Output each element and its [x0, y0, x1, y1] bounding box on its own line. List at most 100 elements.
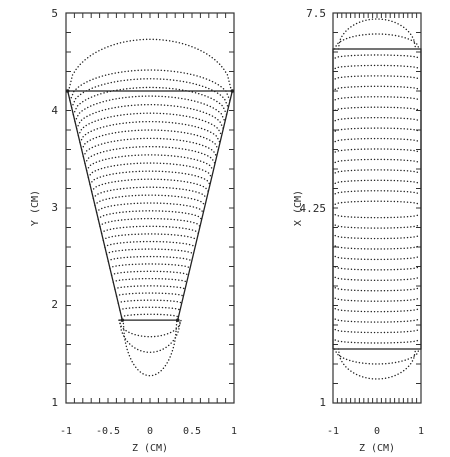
left-ylabel: Y (CM) [30, 190, 41, 226]
right-contour-line [334, 137, 420, 143]
right-xlabel: Z (CM) [359, 443, 395, 454]
right-contour-line [334, 234, 420, 240]
left-contour-line [112, 277, 188, 283]
right-contour-line [334, 213, 420, 219]
right-ticks [332, 12, 422, 404]
right-contour-line [334, 224, 420, 229]
right-contour-line [334, 106, 420, 111]
left-contour-line [75, 103, 225, 130]
left-contour-line [99, 217, 201, 228]
left-contour-line [115, 292, 185, 297]
right-contour-line [334, 148, 420, 153]
left-contour-line [119, 306, 181, 311]
left-lower-lobe [118, 319, 182, 338]
left-xtick-05: 0.5 [183, 426, 201, 437]
right-rect-outline [332, 48, 422, 350]
right-bottom-arc [334, 348, 420, 365]
left-contour-line [110, 270, 190, 277]
right-contour-line [334, 96, 420, 101]
left-trapezoid-outline [66, 90, 234, 321]
left-contour-line [69, 69, 231, 102]
left-outline-vertex [65, 89, 70, 93]
left-contour-line [120, 313, 180, 318]
left-contour-line [105, 248, 195, 256]
left-xtick-neg05: -0.5 [96, 426, 120, 437]
left-contour-line [102, 233, 198, 242]
left-lower-lobe [122, 319, 178, 377]
right-contour-line [334, 127, 420, 132]
left-contour-line [89, 170, 211, 186]
left-xlabel: Z (CM) [132, 443, 168, 454]
left-contour-line [87, 162, 213, 179]
right-contour-line [334, 307, 420, 313]
left-contour-line [107, 255, 193, 263]
right-top-arc [337, 18, 417, 50]
left-contour-line [95, 202, 205, 214]
left-contour-line [70, 78, 230, 109]
left-contour-line [77, 112, 223, 137]
right-contour-line [334, 64, 420, 70]
left-outer-arc [67, 38, 233, 92]
left-contour-line [74, 95, 226, 123]
right-contour-line [334, 54, 420, 59]
right-ytick-1: 1 [319, 396, 326, 409]
right-contour-line [334, 318, 420, 323]
right-xtick-0: 0 [374, 426, 380, 437]
left-contour-line [79, 120, 221, 144]
right-contour-line [334, 200, 420, 205]
left-contour-line [97, 210, 203, 221]
right-contour-line [334, 190, 420, 195]
right-contours [334, 18, 420, 380]
left-lower-lobe [119, 319, 181, 354]
left-ytick-2: 2 [51, 298, 58, 311]
left-outline-vertex [230, 89, 235, 93]
left-contour-line [117, 299, 183, 304]
right-contour-line [334, 287, 420, 292]
right-contour-line [334, 75, 420, 80]
right-contour-line [334, 116, 420, 122]
right-top-arc [334, 33, 420, 50]
right-plot-frame [332, 12, 422, 404]
left-contour-line [90, 178, 210, 193]
right-contour-line [334, 85, 420, 91]
left-contour-line [92, 186, 208, 200]
left-contour-line [104, 240, 196, 249]
left-contour-line [84, 145, 216, 165]
right-ytick-75: 7.5 [306, 7, 326, 20]
left-contour-line [114, 285, 186, 290]
left-outline [65, 89, 235, 322]
right-contour-line [334, 339, 420, 344]
left-contour-line [72, 86, 228, 116]
right-contour-line [334, 297, 420, 302]
left-panel: 5 4 3 2 1 -1 -0.5 0 0.5 1 Z (CM) Y (CM) [30, 7, 237, 454]
left-ytick-5: 5 [51, 7, 58, 20]
right-contour-line [334, 328, 420, 334]
right-contour-line [334, 245, 420, 250]
right-ytick-425: 4.25 [300, 202, 327, 215]
left-contours [67, 38, 233, 377]
left-contour-line [82, 137, 218, 158]
right-outline [332, 48, 422, 350]
left-plot-frame [65, 12, 235, 404]
left-contour-line [100, 225, 200, 235]
right-contour-line [334, 179, 420, 185]
right-contour-line [334, 276, 420, 282]
left-xtick-1: 1 [231, 426, 237, 437]
right-ylabel: X (CM) [293, 190, 304, 226]
left-outline-vertex [175, 318, 180, 322]
right-bottom-arc [337, 348, 417, 380]
left-ytick-3: 3 [51, 201, 58, 214]
left-ytick-1: 1 [51, 396, 58, 409]
left-ticks [65, 12, 235, 404]
right-contour-line [334, 255, 420, 261]
left-xtick-neg1: -1 [60, 426, 72, 437]
left-ytick-4: 4 [51, 104, 58, 117]
right-panel: 7.5 4.25 1 -1 0 1 Z (CM) X (CM) [293, 7, 424, 454]
right-contour-line [334, 169, 420, 174]
right-xtick-1: 1 [418, 426, 424, 437]
left-xtick-0: 0 [147, 426, 153, 437]
right-contour-line [334, 158, 420, 164]
right-xtick-neg1: -1 [327, 426, 339, 437]
left-contour-line [109, 263, 191, 270]
